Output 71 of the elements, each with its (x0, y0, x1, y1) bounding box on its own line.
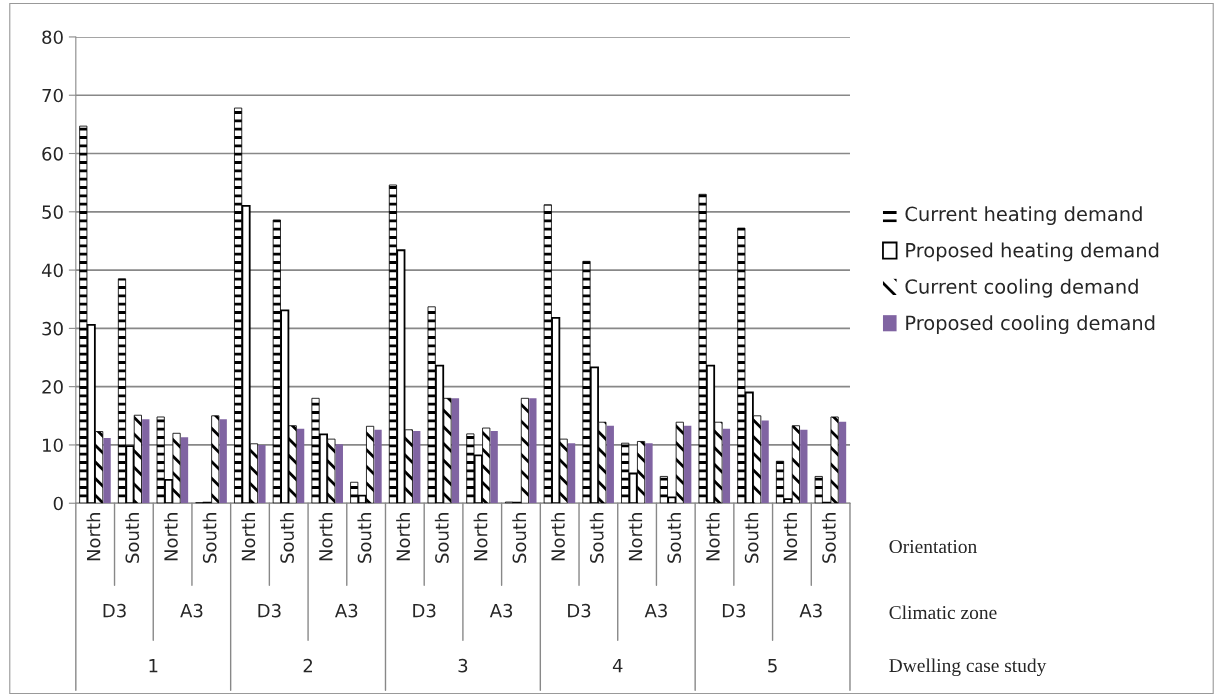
bar (413, 430, 421, 504)
bar (374, 429, 382, 504)
x-tick-label: South (821, 513, 836, 563)
x-tick-label: North (163, 513, 178, 561)
x-tick-label: South (279, 513, 294, 563)
text: D3 (568, 603, 591, 618)
bar (258, 444, 266, 504)
y-tick-label: 40 (41, 263, 63, 278)
x-tick-label: South (125, 513, 140, 563)
text: 4 (612, 659, 623, 673)
legend-label: Current cooling demand (905, 278, 1138, 298)
legend-label: Current heating demand (905, 206, 1142, 226)
text: D3 (722, 603, 746, 618)
bar (335, 444, 343, 504)
bar (567, 443, 576, 504)
bar (296, 428, 305, 504)
y-tick-label: 50 (42, 205, 63, 219)
x-tick-label: North (473, 513, 488, 561)
bar (103, 437, 111, 504)
text: Climatic zone (889, 605, 997, 620)
bar (800, 429, 808, 504)
bar (219, 419, 227, 504)
x-tick-label: South (589, 513, 604, 563)
text: D3 (103, 603, 126, 618)
x-tick-label: North (86, 513, 101, 561)
bar (722, 428, 731, 504)
legend-label: Proposed cooling demand (906, 315, 1155, 334)
x-tick-label: South (667, 513, 682, 563)
text: Dwelling case study (889, 658, 1047, 677)
text: A3 (180, 603, 203, 618)
x-tick-label: South (744, 513, 759, 563)
text: 1 (149, 659, 158, 673)
bar (645, 443, 653, 504)
text: A3 (644, 603, 667, 618)
x-tick-label: North (705, 513, 720, 561)
x-tick-label: South (512, 513, 527, 563)
bar (180, 437, 189, 504)
bar (838, 421, 847, 504)
bar (529, 398, 537, 504)
x-tick-label: North (628, 513, 643, 561)
text: 5 (768, 659, 777, 673)
text: A3 (799, 603, 822, 618)
y-tick-label: 0 (53, 496, 63, 511)
x-tick-label: North (550, 513, 565, 561)
x-tick-label: North (783, 513, 798, 561)
bar (490, 430, 498, 504)
y-tick-label: 30 (42, 321, 63, 336)
y-tick-label: 20 (42, 380, 63, 394)
y-tick-label: 10 (43, 438, 63, 453)
text: Orientation (889, 540, 977, 554)
legend-label: Proposed heating demand (906, 242, 1159, 262)
bar (761, 420, 769, 504)
text: D3 (258, 603, 281, 618)
bar (606, 425, 614, 504)
y-tick-label: 70 (42, 88, 63, 103)
x-tick-label: North (318, 513, 333, 561)
x-tick-label: South (357, 513, 372, 563)
y-tick-label: 80 (42, 30, 63, 45)
bar (684, 425, 692, 504)
bar (451, 398, 460, 504)
x-tick-label: North (241, 513, 256, 561)
x-tick-label: South (434, 513, 449, 563)
text: 3 (458, 658, 468, 673)
y-tick-label: 60 (42, 146, 63, 161)
text: D3 (413, 603, 436, 618)
x-tick-label: South (202, 513, 217, 563)
text: 2 (303, 658, 313, 673)
text: A3 (335, 603, 358, 618)
text: A3 (489, 603, 513, 618)
x-tick-label: North (396, 513, 411, 561)
bar (142, 419, 150, 504)
